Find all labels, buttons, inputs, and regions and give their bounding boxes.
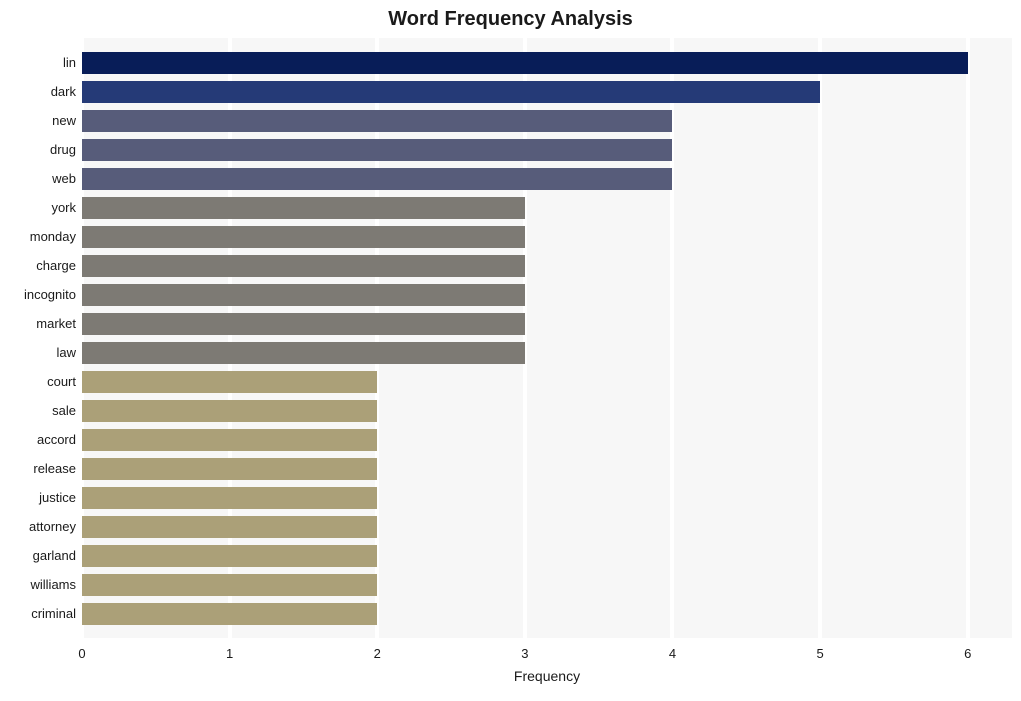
bar-row [82,400,1012,422]
bar [82,342,525,364]
bar-row [82,255,1012,277]
bar [82,313,525,335]
bar-row [82,516,1012,538]
bar [82,487,377,509]
bar [82,197,525,219]
y-axis-label: law [0,342,82,364]
bar-row [82,342,1012,364]
x-axis-tick: 2 [374,646,381,661]
bar-row [82,197,1012,219]
bar [82,110,672,132]
y-axis-label: court [0,371,82,393]
y-axis-label: new [0,110,82,132]
y-axis-label: dark [0,81,82,103]
bar [82,139,672,161]
bar [82,284,525,306]
bar [82,516,377,538]
y-axis-label: attorney [0,516,82,538]
chart-title: Word Frequency Analysis [0,8,1021,31]
bar-row [82,487,1012,509]
bars-container [82,38,1012,638]
y-axis-label: lin [0,52,82,74]
bar [82,429,377,451]
y-axis-label: incognito [0,284,82,306]
word-frequency-chart: Word Frequency Analysis lin dark new drug we… [0,0,1021,701]
bar-row [82,574,1012,596]
y-axis-label: release [0,458,82,480]
bar [82,574,377,596]
y-axis-label: web [0,168,82,190]
bar [82,371,377,393]
x-axis-ticks: 0123456 [82,646,1012,666]
bar-row [82,226,1012,248]
x-axis-tick: 5 [816,646,823,661]
x-axis-label: Frequency [82,668,1012,684]
bar-row [82,371,1012,393]
bar [82,255,525,277]
y-axis-label: criminal [0,603,82,625]
plot-area [82,38,1012,638]
x-axis-tick: 4 [669,646,676,661]
y-axis-label: justice [0,487,82,509]
bar-row [82,139,1012,161]
y-axis-label: garland [0,545,82,567]
bar [82,400,377,422]
y-axis-label: market [0,313,82,335]
bar [82,168,672,190]
y-axis-label: drug [0,139,82,161]
x-axis-tick: 0 [78,646,85,661]
y-axis-label: williams [0,574,82,596]
x-axis-tick: 6 [964,646,971,661]
bar [82,52,968,74]
x-axis-tick: 1 [226,646,233,661]
bar-row [82,545,1012,567]
y-axis-label: sale [0,400,82,422]
bar [82,458,377,480]
y-axis-label: york [0,197,82,219]
bar-row [82,52,1012,74]
x-axis-tick: 3 [521,646,528,661]
bar [82,81,820,103]
bar-row [82,110,1012,132]
bar-row [82,81,1012,103]
bar-row [82,458,1012,480]
bar-row [82,603,1012,625]
bar [82,603,377,625]
bar-row [82,168,1012,190]
bar-row [82,284,1012,306]
bar-row [82,429,1012,451]
bar-row [82,313,1012,335]
y-axis-label: monday [0,226,82,248]
y-axis-label: charge [0,255,82,277]
y-axis-label: accord [0,429,82,451]
bar [82,226,525,248]
bar [82,545,377,567]
y-axis-labels: lin dark new drug web york monday charge incogni… [0,38,82,638]
